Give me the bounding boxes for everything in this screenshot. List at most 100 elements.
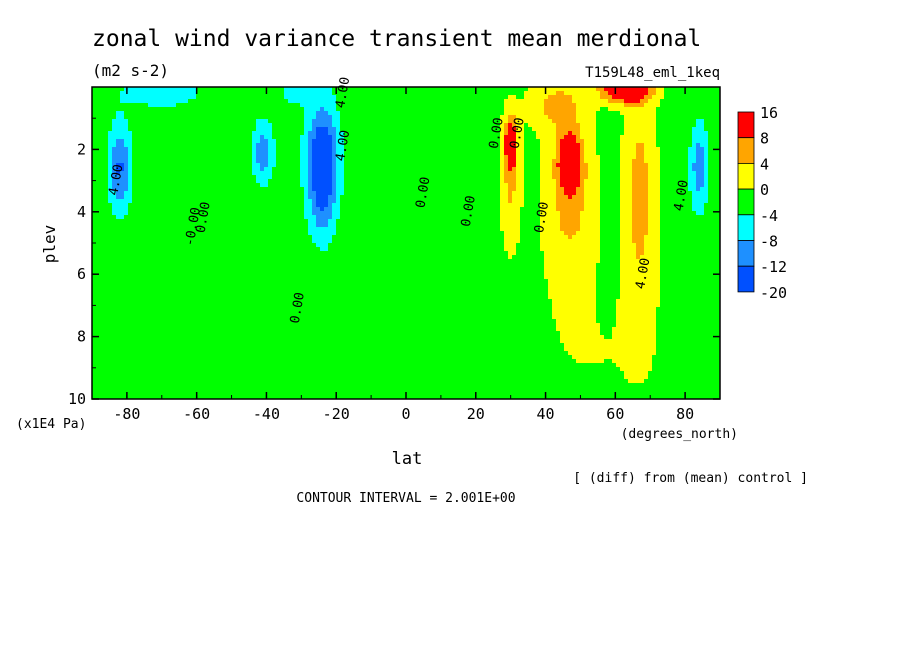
- heatmap-cell: [656, 319, 720, 323]
- heatmap-cell: [112, 119, 128, 123]
- heatmap-cell: [500, 227, 520, 231]
- heatmap-cell: [704, 155, 708, 159]
- heatmap-cell: [316, 191, 332, 195]
- heatmap-cell: [500, 219, 520, 223]
- heatmap-cell: [500, 127, 504, 131]
- heatmap-cell: [632, 227, 648, 231]
- heatmap-cell: [304, 195, 308, 199]
- heatmap-cell: [560, 339, 656, 343]
- heatmap-cell: [316, 127, 328, 131]
- heatmap-cell: [92, 287, 548, 291]
- heatmap-cell: [596, 115, 624, 119]
- heatmap-cell: [132, 175, 256, 179]
- heatmap-cell: [596, 111, 620, 115]
- heatmap-cell: [576, 191, 584, 195]
- heatmap-cell: [660, 175, 688, 179]
- colorbar: 16 8 4 0 -4 -8 -12 -20: [737, 104, 787, 302]
- heatmap-cell: [660, 251, 720, 255]
- heatmap-cell: [508, 123, 512, 127]
- heatmap-cell: [552, 119, 576, 123]
- heatmap-cell: [596, 127, 624, 131]
- heatmap-cell: [644, 239, 660, 243]
- colorbar-label: -20: [760, 284, 787, 302]
- heatmap-cell: [620, 163, 632, 167]
- heatmap-cell: [188, 99, 288, 103]
- heatmap-cell: [332, 123, 340, 127]
- heatmap-cell: [632, 183, 648, 187]
- heatmap-cell: [340, 127, 500, 131]
- heatmap-cell: [120, 99, 188, 103]
- heatmap-cell: [500, 135, 504, 139]
- heatmap-cell: [556, 179, 560, 183]
- heatmap-cell: [660, 299, 720, 303]
- heatmap-cell: [112, 183, 128, 187]
- heatmap-cell: [644, 235, 660, 239]
- heatmap-cell: [692, 143, 696, 147]
- heatmap-cell: [584, 199, 600, 203]
- heatmap-cell: [92, 299, 552, 303]
- heatmap-cell: [508, 255, 512, 259]
- heatmap-cell: [584, 203, 600, 207]
- heatmap-cell: [340, 203, 500, 207]
- heatmap-cell: [92, 387, 720, 391]
- heatmap-cell: [608, 107, 656, 111]
- heatmap-cell: [92, 351, 568, 355]
- heatmap-cell: [500, 131, 504, 135]
- heatmap-cell: [660, 283, 720, 287]
- heatmap-cell: [624, 127, 656, 131]
- heatmap-cell: [268, 143, 276, 147]
- heatmap-cell: [600, 179, 620, 183]
- heatmap-cell: [272, 135, 300, 139]
- heatmap-cell: [268, 179, 300, 183]
- heatmap-cell: [572, 355, 652, 359]
- heatmap-cell: [544, 263, 596, 267]
- heatmap-cell: [600, 199, 620, 203]
- heatmap-cell: [116, 115, 124, 119]
- heatmap-cell: [320, 207, 324, 211]
- heatmap-cell: [576, 115, 596, 119]
- heatmap-cell: [620, 255, 636, 259]
- heatmap-cell: [520, 211, 540, 215]
- heatmap-cell: [708, 139, 720, 143]
- heatmap-cell: [540, 183, 556, 187]
- heatmap-cell: [560, 179, 580, 183]
- heatmap-cell: [508, 163, 516, 167]
- heatmap-cell: [604, 335, 612, 339]
- heatmap-cell: [328, 199, 336, 203]
- heatmap-cell: [644, 151, 660, 155]
- heatmap-cell: [500, 139, 504, 143]
- heatmap-cell: [508, 95, 516, 99]
- heatmap-cell: [316, 195, 328, 199]
- heatmap-cell: [524, 167, 540, 171]
- heatmap-cell: [540, 203, 556, 207]
- heatmap-cell: [92, 191, 108, 195]
- heatmap-cell: [656, 119, 696, 123]
- heatmap-cell: [132, 171, 252, 175]
- heatmap-cell: [600, 211, 620, 215]
- heatmap-cell: [556, 143, 560, 147]
- heatmap-cell: [504, 231, 520, 235]
- heatmap-cell: [600, 327, 612, 331]
- heatmap-cell: [340, 207, 500, 211]
- heatmap-cell: [540, 139, 556, 143]
- heatmap-cell: [508, 131, 516, 135]
- heatmap-cell: [92, 303, 552, 307]
- heatmap-cell: [524, 159, 540, 163]
- heatmap-cell: [660, 239, 720, 243]
- heatmap-cell: [516, 247, 540, 251]
- heatmap-cell: [620, 151, 636, 155]
- heatmap-cell: [552, 299, 596, 303]
- heatmap-cell: [660, 103, 720, 107]
- heatmap-cell: [596, 295, 620, 299]
- heatmap-cell: [512, 123, 516, 127]
- heatmap-cell: [124, 215, 304, 219]
- heatmap-cell: [624, 375, 648, 379]
- heatmap-cell: [332, 191, 336, 195]
- heatmap-cell: [580, 167, 588, 171]
- heatmap-cell: [648, 371, 720, 375]
- heatmap-cell: [344, 147, 500, 151]
- heatmap-cell: [580, 183, 584, 187]
- colorbar-label: -8: [760, 233, 778, 251]
- heatmap-cell: [312, 151, 332, 155]
- heatmap-cell: [112, 179, 128, 183]
